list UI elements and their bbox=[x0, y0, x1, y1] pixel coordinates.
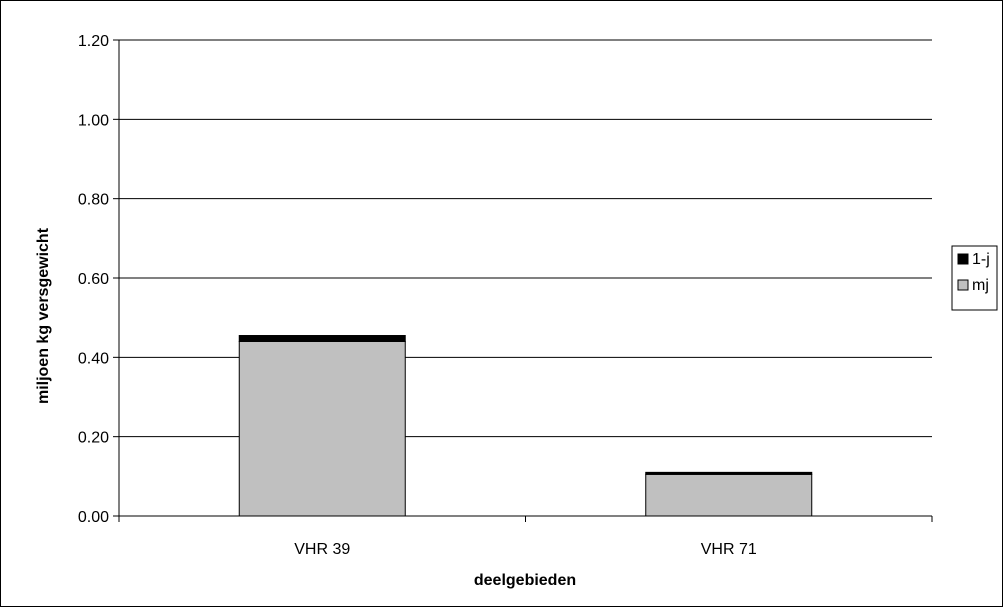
x-tick-label: VHR 71 bbox=[701, 541, 757, 558]
x-tick-label: VHR 39 bbox=[294, 541, 350, 558]
y-tick-label: 1.20 bbox=[78, 33, 109, 50]
legend: 1-j mj bbox=[951, 245, 998, 311]
bars bbox=[238, 335, 813, 517]
x-axis-title: deelgebieden bbox=[474, 572, 576, 589]
bar-1-j-0 bbox=[238, 335, 406, 342]
y-tick-labels: 0.00 0.20 0.40 0.60 0.80 1.00 1.20 bbox=[78, 33, 109, 526]
bar-mj-0 bbox=[238, 340, 406, 517]
y-tick-label: 0.00 bbox=[78, 509, 109, 526]
y-tick-label: 0.20 bbox=[78, 430, 109, 447]
y-tick-label: 0.40 bbox=[78, 350, 109, 367]
axes bbox=[113, 39, 933, 522]
y-axis-title: miljoen kg versgewicht bbox=[35, 227, 52, 404]
x-tick-labels: VHR 39 VHR 71 bbox=[294, 541, 757, 558]
legend-label-mj: mj bbox=[972, 277, 989, 294]
bar-mj-1 bbox=[645, 473, 813, 517]
y-tick-label: 0.60 bbox=[78, 271, 109, 288]
bar-1-j-1 bbox=[645, 471, 813, 475]
y-tick-label: 0.80 bbox=[78, 192, 109, 209]
legend-label-1-j: 1-j bbox=[972, 251, 990, 268]
y-tick-label: 1.00 bbox=[78, 112, 109, 129]
legend-swatch-1-j bbox=[957, 253, 969, 265]
legend-swatch-mj bbox=[957, 279, 969, 291]
legend-box bbox=[951, 245, 998, 311]
